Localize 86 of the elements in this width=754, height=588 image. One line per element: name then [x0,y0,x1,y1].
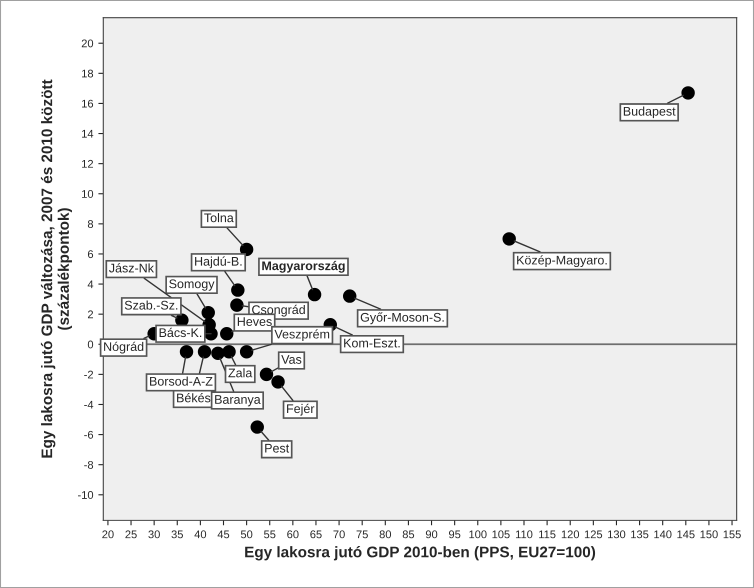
x-tick-label: 85 [402,530,414,538]
annotation: Fejér [287,404,314,416]
x-tick-label: 125 [584,530,602,538]
point [211,346,225,360]
annotation: Pest [265,444,290,453]
y-tick-label: -6 [84,430,94,439]
annotation: Tolna [204,213,234,222]
y-tick-label: 20 [82,39,94,48]
y-axis-title: Egy lakosra jutó GDP változása, 2007 és 2010 között (százalékpontok) [40,80,72,458]
annotation: Borsod-A-Z [150,376,213,386]
x-tick-label: 45 [218,530,230,538]
x-tick-label: 135 [631,530,648,538]
point [240,242,254,256]
annotation: Budapest [624,106,676,118]
y-tick-label: -4 [84,400,94,409]
annotation: Zala [228,368,252,378]
point [220,327,234,340]
point [342,289,356,303]
annotation: Magyarország [262,260,345,273]
annotation: Jász-Nk [109,263,154,273]
x-tick-label: 35 [172,530,183,538]
x-tick-label: 65 [310,530,322,538]
point [308,288,322,302]
annotation: Győr-Moson-S. [360,312,444,324]
point [260,368,274,382]
x-tick-label: 50 [240,530,252,538]
y-tick-label: 4 [88,280,94,288]
point [202,306,215,320]
annotation: Heves [238,317,272,326]
y-tick-label: -10 [78,491,94,499]
annotation: Kom-Eszt. [344,338,400,348]
annotation: Csongrád [252,304,305,317]
y-tick-label: -8 [84,460,94,469]
x-tick-label: 70 [333,530,345,538]
x-tick-label: 25 [125,530,137,538]
y-tick-label: 2 [88,310,94,318]
x-tick-label: 105 [492,530,510,538]
x-tick-label: 20 [102,530,114,538]
point [231,283,245,297]
x-tick-label: 40 [194,530,206,538]
x-tick-label: 55 [264,530,276,538]
x-tick-label: 80 [380,530,392,538]
x-tick-label: 100 [469,530,487,538]
annotation: Hajdú-B. [195,256,242,268]
x-tick-label: 115 [539,530,556,538]
x-tick-label: 120 [562,530,580,538]
y-tick-label: 10 [82,190,94,198]
x-tick-label: 145 [677,530,695,538]
annotation: Veszprém [274,329,330,342]
x-tick-label: 95 [448,530,460,538]
annotation: Békés [177,393,210,402]
point [180,345,194,359]
annotation: Vas [281,355,302,364]
annotation: Közép-Magyaro. [517,255,607,268]
x-axis-title: Egy lakosra jutó GDP 2010-ben (PPS, EU27=100) [245,546,596,560]
x-tick-label: 140 [654,530,672,538]
x-tick-label: 75 [356,530,368,538]
y-tick-label: 0 [88,340,94,348]
annotation: Nógrád [104,342,144,354]
point [204,327,218,340]
y-tick-label: 12 [82,160,94,168]
x-tick-label: 90 [426,530,438,538]
point [222,345,236,359]
point [502,232,516,246]
y-tick-label: 18 [82,70,94,78]
point [240,345,254,359]
annotation: Baranya [215,395,261,406]
x-tick-label: 155 [724,530,741,538]
x-tick-label: 130 [608,530,626,538]
annotation: Bács-K. [160,328,202,338]
annotation: Somogy [169,279,214,291]
x-tick-label: 30 [148,530,160,538]
x-tick-label: 110 [516,530,532,538]
y-tick-label: -2 [84,370,94,378]
point [198,345,212,359]
y-tick-label: 14 [82,130,94,138]
y-tick-label: 16 [82,100,94,108]
y-tick-label: 6 [88,250,94,258]
point [681,86,695,100]
point [250,420,264,434]
y-tick-label: 8 [88,220,94,228]
point [271,375,285,389]
point [230,298,244,312]
x-tick-label: 150 [700,530,718,538]
annotation: Szab.-Sz. [124,300,178,310]
x-tick-label: 60 [287,530,299,538]
